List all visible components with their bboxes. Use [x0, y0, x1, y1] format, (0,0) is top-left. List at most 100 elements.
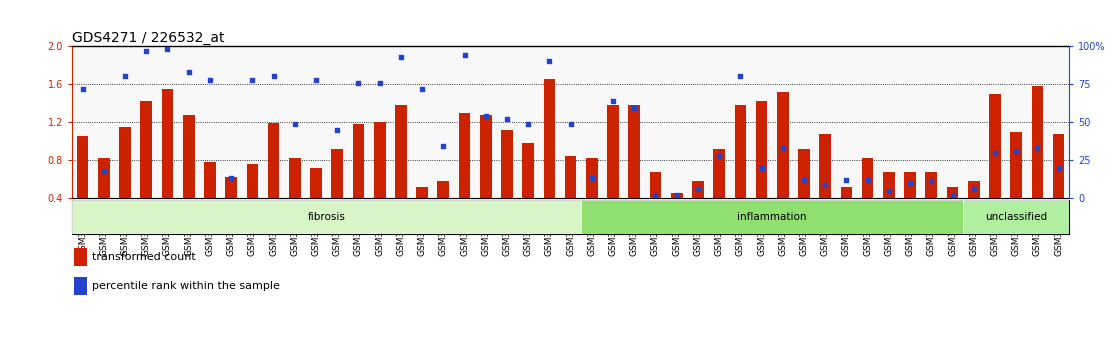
Point	[710, 153, 728, 159]
Bar	[820, 133, 831, 198]
Point	[455, 52, 473, 58]
Point	[223, 176, 240, 181]
Point	[796, 177, 813, 183]
Bar	[225, 177, 237, 198]
Point	[689, 186, 707, 192]
Bar	[74, 248, 86, 266]
Bar	[628, 105, 640, 198]
Bar	[522, 143, 534, 198]
Point	[307, 77, 325, 82]
Point	[265, 74, 283, 79]
Bar	[883, 172, 894, 198]
Bar	[417, 187, 428, 198]
Bar	[968, 181, 979, 198]
Bar	[120, 127, 131, 198]
Bar	[607, 105, 619, 198]
Point	[1049, 165, 1067, 171]
Point	[371, 80, 389, 85]
Bar	[670, 194, 683, 198]
Bar	[289, 158, 300, 198]
Bar	[1010, 132, 1022, 198]
Point	[244, 77, 261, 82]
Bar	[162, 89, 173, 198]
Text: fibrosis: fibrosis	[308, 212, 346, 222]
Point	[499, 116, 516, 122]
Point	[647, 192, 665, 198]
Text: GDS4271 / 226532_at: GDS4271 / 226532_at	[72, 31, 225, 45]
Point	[773, 145, 791, 151]
Point	[95, 168, 113, 174]
Bar	[544, 79, 555, 198]
Bar	[946, 187, 958, 198]
Bar	[438, 181, 449, 198]
Point	[923, 179, 941, 184]
Point	[116, 74, 134, 79]
Point	[986, 150, 1004, 155]
Bar	[692, 181, 704, 198]
Point	[944, 192, 962, 198]
Bar	[777, 92, 789, 198]
Point	[901, 180, 919, 186]
Bar	[459, 113, 471, 198]
Point	[541, 58, 558, 64]
Point	[74, 86, 92, 91]
Bar	[841, 187, 852, 198]
Bar	[963, 200, 1069, 234]
Point	[562, 121, 579, 126]
Point	[880, 188, 897, 193]
Bar	[268, 123, 279, 198]
Point	[731, 74, 749, 79]
Text: unclassified: unclassified	[985, 212, 1047, 222]
Bar	[714, 149, 725, 198]
Bar	[862, 158, 873, 198]
Bar	[989, 93, 1001, 198]
Bar	[204, 162, 216, 198]
Bar	[798, 149, 810, 198]
Bar	[76, 136, 89, 198]
Point	[413, 86, 431, 91]
Point	[392, 54, 410, 59]
Point	[965, 186, 983, 192]
Point	[476, 113, 494, 119]
Bar	[98, 158, 110, 198]
Point	[1007, 148, 1025, 154]
Point	[328, 127, 346, 132]
Bar	[373, 122, 386, 198]
Point	[752, 165, 770, 171]
Bar	[904, 172, 916, 198]
Point	[137, 48, 155, 53]
Point	[158, 46, 176, 52]
Point	[859, 177, 876, 183]
Bar	[735, 105, 746, 198]
Bar	[141, 101, 152, 198]
Bar	[649, 172, 661, 198]
Point	[625, 105, 643, 111]
Bar	[74, 277, 86, 295]
Point	[668, 192, 686, 198]
Bar	[331, 149, 343, 198]
Bar	[925, 172, 937, 198]
Bar	[582, 200, 963, 234]
Bar	[183, 115, 195, 198]
Text: percentile rank within the sample: percentile rank within the sample	[92, 281, 280, 291]
Bar	[480, 115, 492, 198]
Bar	[501, 130, 513, 198]
Bar	[310, 168, 321, 198]
Point	[434, 144, 452, 149]
Point	[179, 69, 197, 75]
Point	[520, 121, 537, 126]
Point	[583, 176, 601, 181]
Point	[1028, 145, 1046, 151]
Bar	[246, 164, 258, 198]
Text: transformed count: transformed count	[92, 252, 196, 262]
Bar	[72, 200, 582, 234]
Text: inflammation: inflammation	[738, 212, 807, 222]
Point	[838, 177, 855, 183]
Bar	[1032, 86, 1044, 198]
Bar	[756, 101, 768, 198]
Point	[817, 182, 834, 187]
Bar	[565, 156, 576, 198]
Point	[201, 77, 218, 82]
Bar	[352, 124, 365, 198]
Bar	[586, 158, 597, 198]
